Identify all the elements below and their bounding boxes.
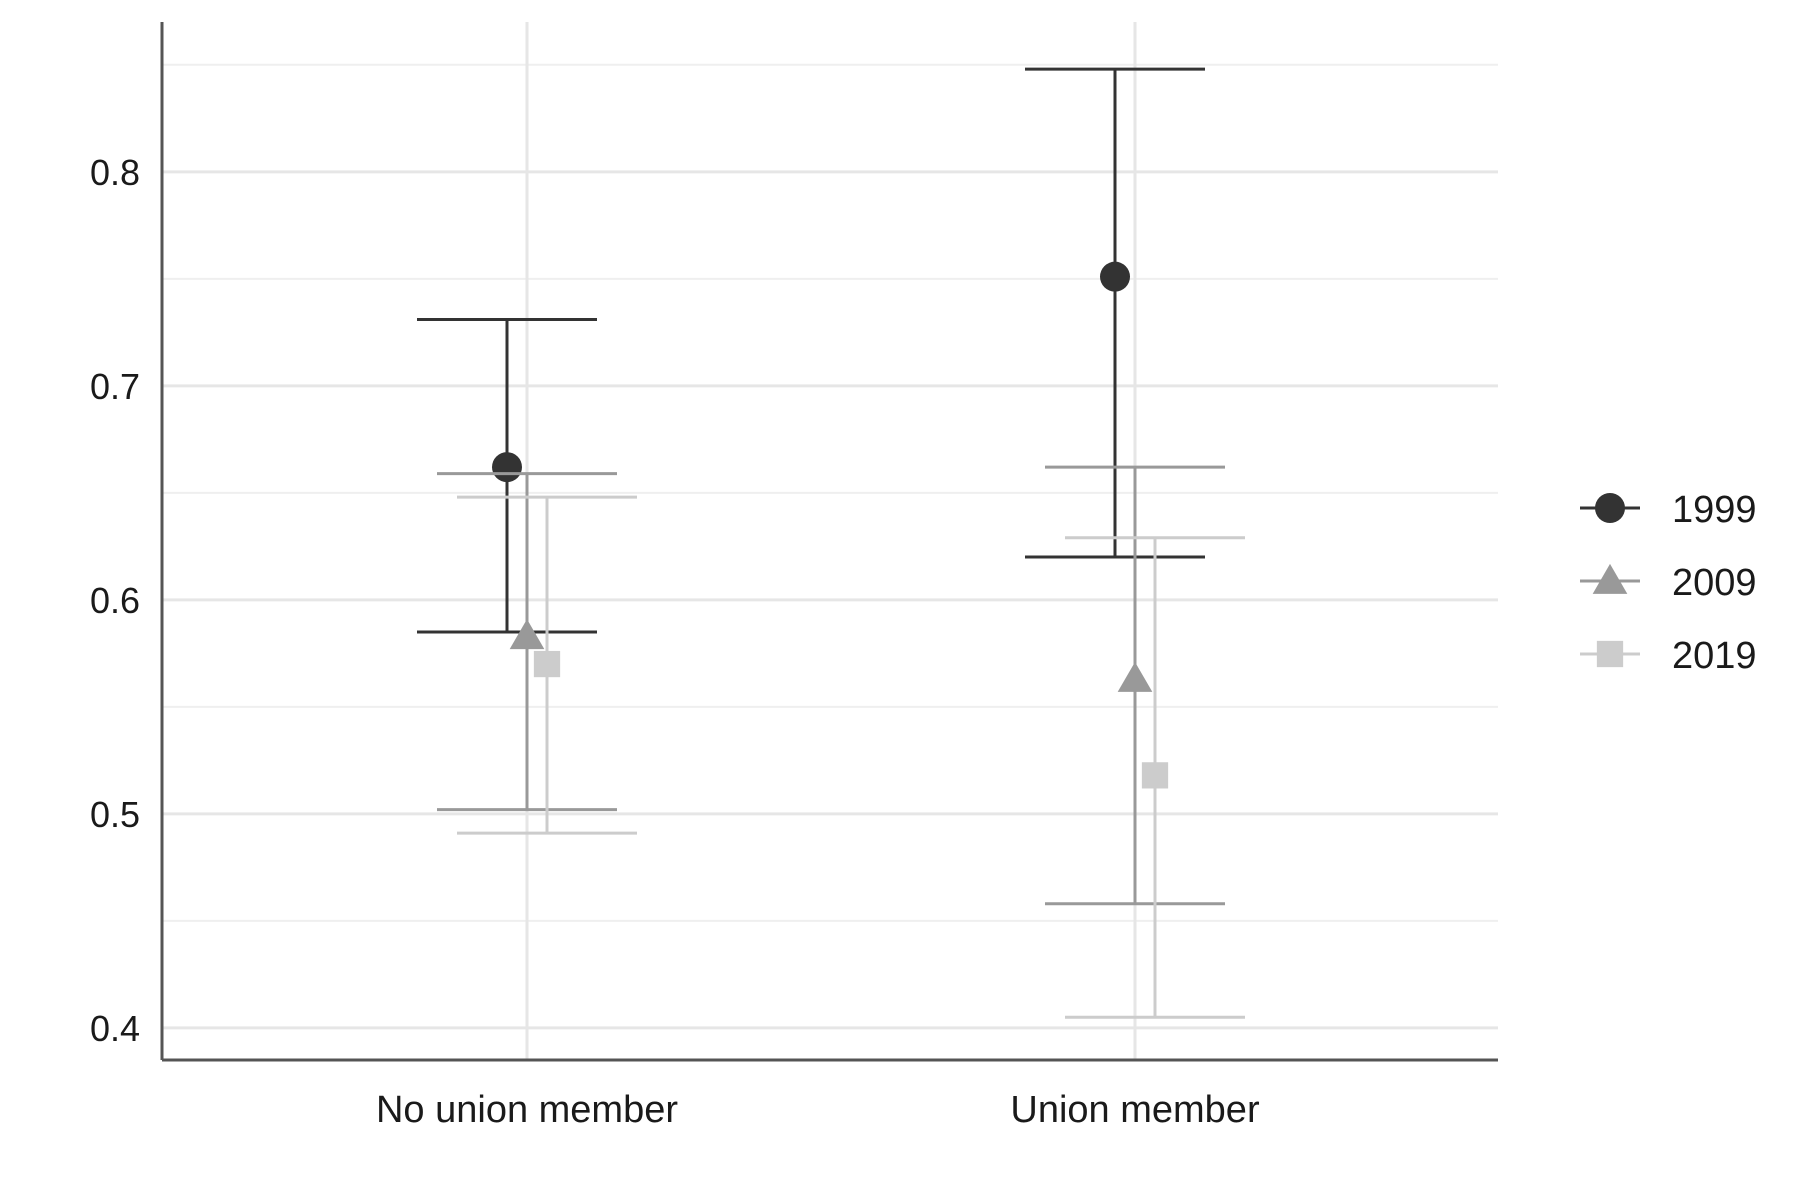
series-2009 xyxy=(437,465,1225,906)
legend-marker-circle xyxy=(1595,493,1625,523)
y-tick-label: 0.4 xyxy=(90,1008,140,1049)
series-layer xyxy=(417,67,1245,1019)
data-point-circle xyxy=(1100,261,1130,292)
x-category-label: Union member xyxy=(1010,1089,1260,1131)
data-point-circle xyxy=(492,452,522,483)
grid-layer xyxy=(162,22,1498,1060)
x-category-label: No union member xyxy=(376,1089,678,1131)
data-point-square xyxy=(533,650,561,678)
legend-item-2019: 2019 xyxy=(1580,635,1757,677)
legend-marker-square xyxy=(1596,640,1624,668)
y-tick-label: 0.5 xyxy=(90,794,140,835)
y-tick-label: 0.7 xyxy=(90,366,140,407)
legend-item-2009: 2009 xyxy=(1580,562,1757,604)
series-2019 xyxy=(457,495,1245,1019)
y-tick-label: 0.8 xyxy=(90,152,140,193)
legend-item-1999: 1999 xyxy=(1580,489,1757,531)
data-point-triangle xyxy=(1117,661,1153,692)
axis-layer: 0.4 0.5 0.6 0.7 0.8 No union member Union memb… xyxy=(90,22,1498,1131)
legend-label: 1999 xyxy=(1672,489,1757,531)
legend: 1999 2009 2019 xyxy=(1580,489,1757,677)
legend-marker-triangle xyxy=(1592,563,1628,594)
series-1999 xyxy=(417,67,1205,634)
data-point-triangle xyxy=(509,619,545,650)
legend-label: 2009 xyxy=(1672,562,1757,604)
data-point-square xyxy=(1141,762,1169,789)
legend-label: 2019 xyxy=(1672,635,1757,677)
y-tick-label: 0.6 xyxy=(90,580,140,621)
